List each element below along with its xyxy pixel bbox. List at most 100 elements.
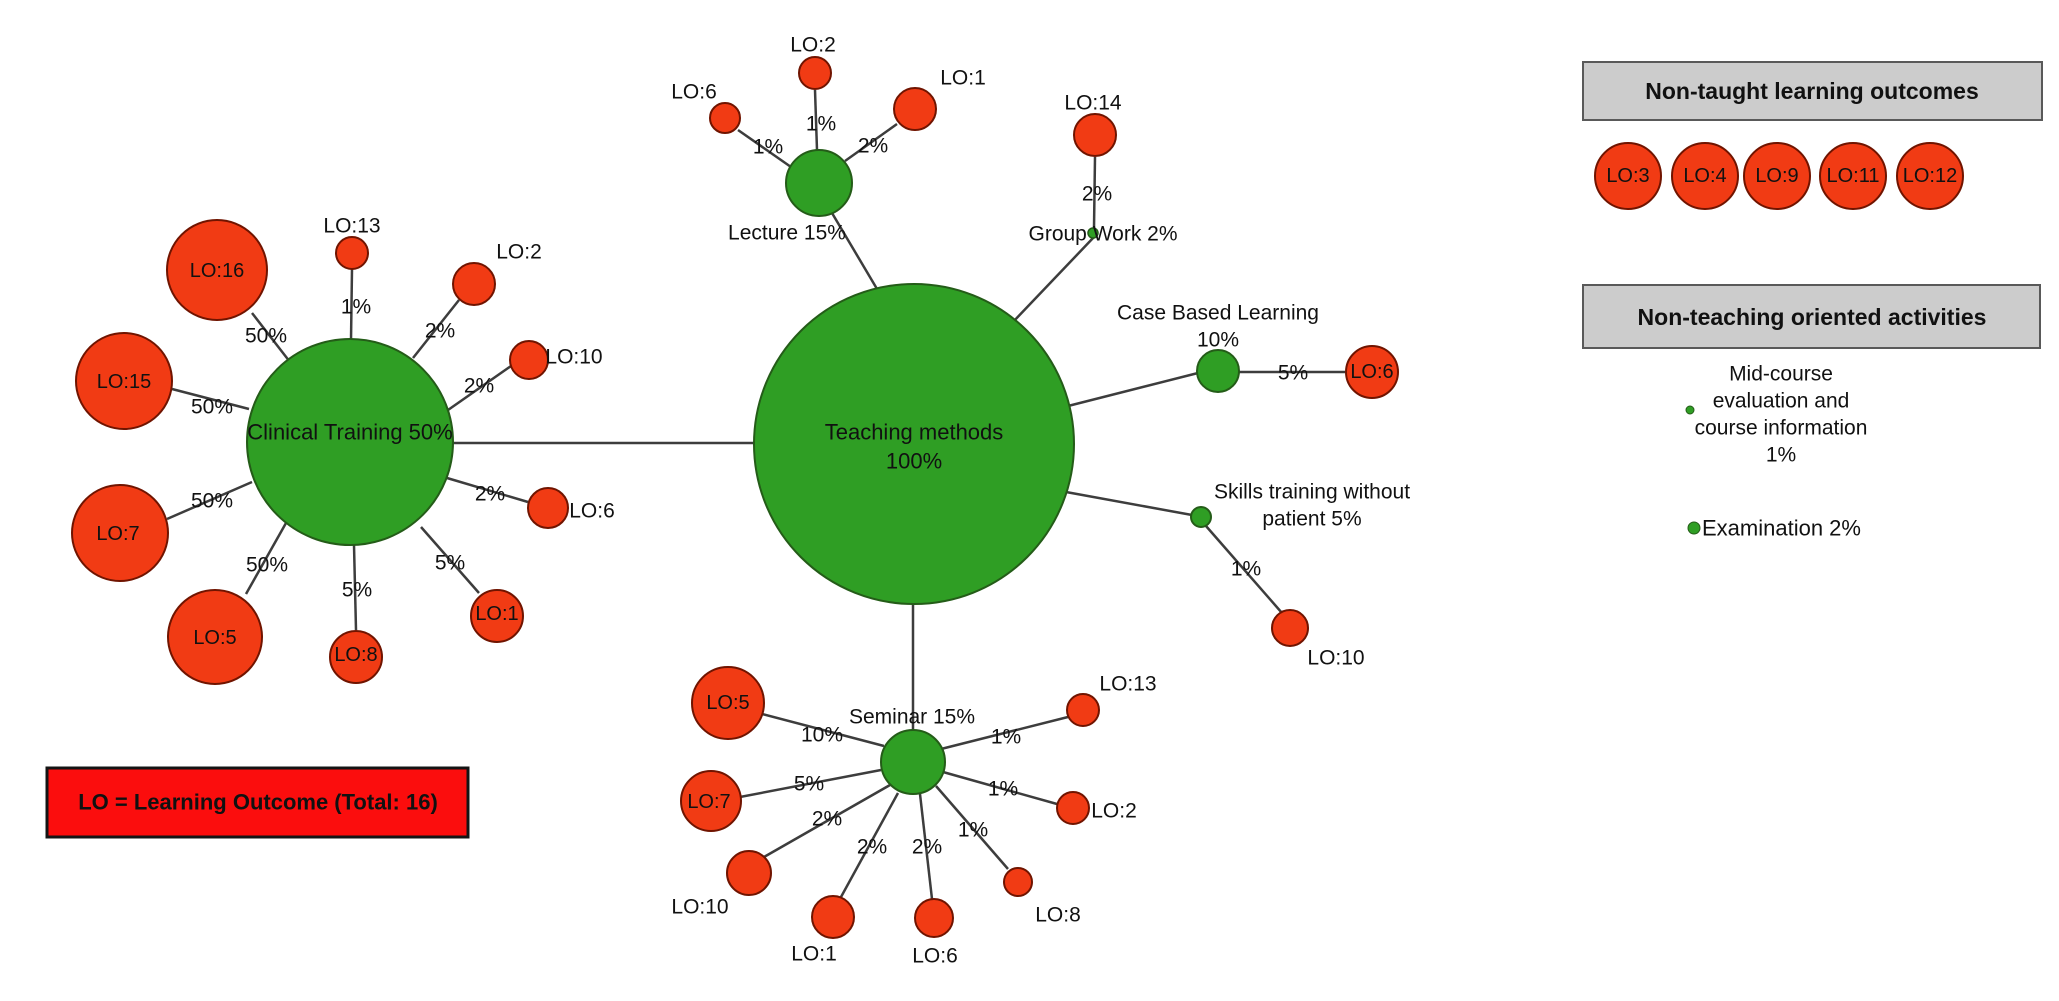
- edge-label-seminar-lo1: 2%: [857, 836, 887, 859]
- edge-label-groupwork-lo14: 2%: [1082, 183, 1112, 206]
- hub-clinical-training-label: Clinical Training 50%: [247, 420, 452, 445]
- edge-teachingmethods-to-groupwork: [1012, 236, 1095, 323]
- legend-non-taught-title: Non-taught learning outcomes: [1645, 78, 1979, 104]
- edge-clinicaltraining-to-lo5: [244, 522, 288, 595]
- lo-node-clinicaltraining-lo10: [509, 340, 549, 380]
- edge-clinicaltraining-to-lo8: [352, 544, 358, 631]
- edge-label-clinicaltraining-lo2: 2%: [425, 320, 455, 343]
- legend-lo-label-lo4: LO:4: [1683, 165, 1726, 187]
- legend-non-taught-box: [1582, 61, 2043, 121]
- edge-label-clinicaltraining-lo15: 50%: [191, 396, 233, 419]
- edge-seminar-to-lo1: [839, 792, 900, 898]
- lo-node-clinicaltraining-lo7: [71, 484, 169, 582]
- lo-node-clinicaltraining-lo6: [527, 487, 569, 529]
- edge-lecture-to-lo2: [813, 89, 819, 151]
- lo-label-groupwork-lo14: LO:14: [1064, 92, 1122, 115]
- lo-label-clinicaltraining-lo6: LO:6: [569, 500, 615, 523]
- hub-skills-training-without-patient-label: Skills training without: [1214, 481, 1410, 504]
- edge-label-lecture-lo1: 2%: [858, 135, 888, 158]
- edge-skillstrainingwithoutpatient-to-lo10: [1205, 525, 1283, 614]
- edge-seminar-to-lo7: [739, 768, 882, 799]
- edge-label-seminar-lo8: 1%: [958, 819, 988, 842]
- edge-clinicaltraining-to-lo10: [447, 364, 512, 412]
- lo-label-seminar-lo10: LO:10: [671, 896, 728, 919]
- lo-node-groupwork-lo14: [1073, 113, 1117, 157]
- lo-node-seminar-lo2: [1056, 791, 1090, 825]
- edge-label-skillstrainingwithoutpatient-lo10: 1%: [1231, 558, 1261, 581]
- lo-node-seminar-lo8: [1003, 867, 1033, 897]
- lo-label-clinicaltraining-lo15: LO:15: [97, 371, 151, 393]
- lo-node-lecture-lo6: [709, 102, 741, 134]
- edge-label-clinicaltraining-lo1: 5%: [435, 552, 465, 575]
- lo-label-seminar-lo2: LO:2: [1091, 800, 1137, 823]
- hub-skills-training-without-patient-label: patient 5%: [1262, 508, 1361, 531]
- edge-label-clinicaltraining-lo7: 50%: [191, 490, 233, 513]
- hub-teaching-methods-circle: [753, 283, 1075, 605]
- mid-course-line-3: 1%: [1766, 444, 1796, 467]
- edge-label-clinicaltraining-lo16: 50%: [245, 325, 287, 348]
- lo-label-clinicaltraining-lo13: LO:13: [323, 215, 380, 238]
- edge-seminar-to-lo5: [761, 712, 885, 748]
- legend-lo-label-lo3: LO:3: [1606, 165, 1649, 187]
- edge-seminar-to-lo10: [763, 783, 891, 859]
- legend-lo-node-lo11: [1819, 142, 1887, 210]
- lo-label-clinicaltraining-lo5: LO:5: [193, 627, 236, 649]
- lo-node-seminar-lo6: [914, 898, 954, 938]
- lo-node-clinicaltraining-lo8: [329, 630, 383, 684]
- edge-label-seminar-lo6: 2%: [912, 836, 942, 859]
- lo-label-clinicaltraining-lo10: LO:10: [545, 346, 602, 369]
- legend-lo-node-lo9: [1743, 142, 1811, 210]
- edge-label-lecture-lo6: 1%: [753, 136, 783, 159]
- edge-lecture-to-lo1: [844, 122, 898, 163]
- edge-label-seminar-lo7: 5%: [794, 773, 824, 796]
- lo-node-seminar-lo10: [726, 850, 772, 896]
- legend-non-teaching-title: Non-teaching oriented activities: [1638, 304, 1987, 330]
- lo-node-clinicaltraining-lo16: [166, 219, 268, 321]
- lo-label-casebasedlearning-lo6: LO:6: [1350, 361, 1393, 383]
- hub-clinical-training-circle: [246, 338, 454, 546]
- legend-lo-node-lo4: [1671, 142, 1739, 210]
- edge-clinicaltraining-to-lo6: [446, 476, 529, 504]
- lo-label-seminar-lo5: LO:5: [706, 692, 749, 714]
- hub-seminar-circle: [880, 729, 946, 795]
- hub-case-based-learning-circle: [1196, 349, 1240, 393]
- lo-label-clinicaltraining-lo7: LO:7: [96, 523, 139, 545]
- edge-teachingmethods-to-lecture: [830, 212, 882, 295]
- edge-groupwork-to-lo14: [1092, 156, 1097, 229]
- lo-label-seminar-lo13: LO:13: [1099, 673, 1156, 696]
- edge-lecture-to-lo6: [737, 128, 792, 169]
- lo-label-clinicaltraining-lo1: LO:1: [475, 603, 518, 625]
- lo-label-seminar-lo6: LO:6: [912, 945, 958, 968]
- hub-lecture-label: Lecture 15%: [728, 222, 846, 245]
- mid-course-line-0: Mid-course: [1729, 363, 1833, 386]
- lo-node-skillstrainingwithoutpatient-lo10: [1271, 609, 1309, 647]
- edge-label-seminar-lo5: 10%: [801, 724, 843, 747]
- edge-clinicaltraining-to-lo15: [171, 387, 250, 411]
- lo-note-text: LO = Learning Outcome (Total: 16): [78, 790, 438, 815]
- hub-seminar-label: Seminar 15%: [849, 706, 975, 729]
- legend-lo-label-lo9: LO:9: [1755, 165, 1798, 187]
- edge-seminar-to-lo13: [940, 715, 1069, 751]
- lo-label-clinicaltraining-lo16: LO:16: [190, 260, 244, 282]
- lo-label-skillstrainingwithoutpatient-lo10: LO:10: [1307, 647, 1364, 670]
- hub-group-work-label: Group Work 2%: [1029, 223, 1178, 246]
- lo-node-seminar-lo1: [811, 895, 855, 939]
- edge-clinicaltraining-to-lo2: [412, 299, 460, 359]
- edge-label-clinicaltraining-lo10: 2%: [464, 375, 494, 398]
- hub-case-based-learning-label: Case Based Learning: [1117, 302, 1319, 325]
- edge-teachingmethods-to-casebasedlearning: [1067, 371, 1199, 408]
- edge-clinicaltraining-to-lo16: [251, 312, 291, 363]
- edge-label-clinicaltraining-lo8: 5%: [342, 579, 372, 602]
- edge-label-lecture-lo2: 1%: [806, 113, 836, 136]
- legend-non-teaching-box: [1582, 284, 2041, 349]
- legend-lo-label-lo12: LO:12: [1903, 165, 1957, 187]
- examination-label: Examination 2%: [1702, 516, 1861, 541]
- lo-note-box: [45, 766, 470, 839]
- lo-node-clinicaltraining-lo15: [75, 332, 173, 430]
- lo-label-lecture-lo2: LO:2: [790, 34, 836, 57]
- edge-seminar-to-lo2: [942, 770, 1058, 806]
- lo-node-seminar-lo5: [691, 666, 765, 740]
- edge-label-clinicaltraining-lo13: 1%: [341, 296, 371, 319]
